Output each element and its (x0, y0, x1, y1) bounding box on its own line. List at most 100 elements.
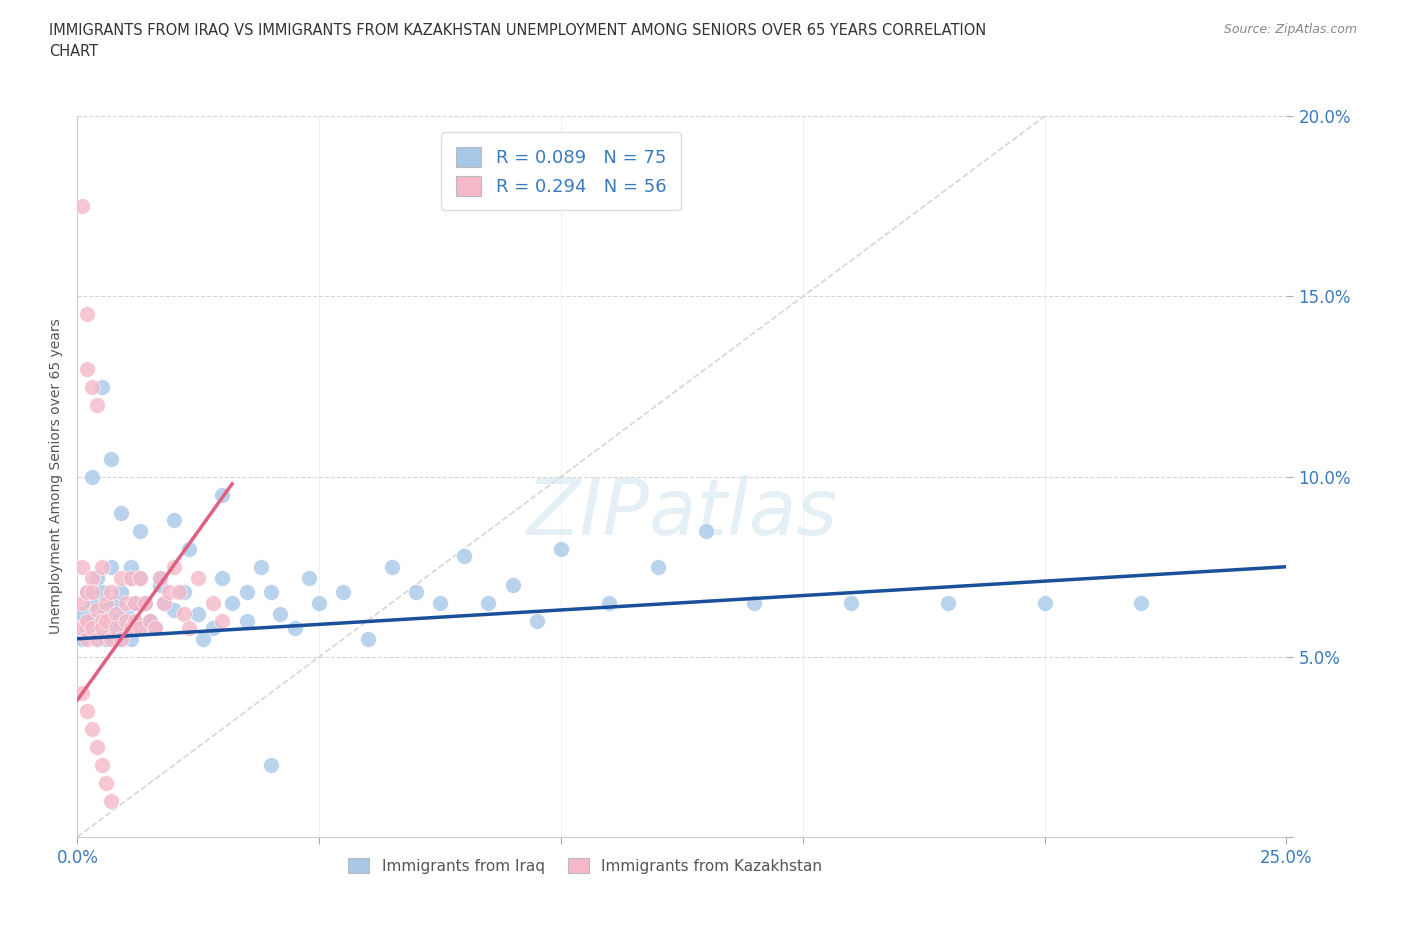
Point (153, 595, 176, 610)
Point (76, 361, 98, 376)
Point (201, 620, 224, 635)
Point (114, 614, 136, 629)
Point (90, 559, 112, 574)
Text: ZIPatlas: ZIPatlas (526, 474, 838, 551)
Point (100, 559, 122, 574)
Point (90, 379, 112, 394)
Point (105, 606, 128, 621)
Point (477, 595, 499, 610)
Point (96, 631, 118, 646)
Point (744, 595, 766, 610)
Point (120, 631, 142, 646)
Point (134, 595, 156, 610)
Point (76, 585, 98, 600)
Point (381, 559, 404, 574)
Point (177, 620, 200, 635)
Point (96, 614, 118, 629)
Point (129, 620, 152, 635)
Point (139, 614, 162, 629)
Point (173, 585, 195, 600)
Point (187, 606, 209, 621)
Point (129, 524, 152, 538)
Point (250, 559, 273, 574)
Point (100, 793, 122, 808)
Point (70, 631, 93, 646)
Point (86, 397, 108, 412)
Point (211, 570, 233, 585)
Point (134, 595, 156, 610)
Point (70, 199, 93, 214)
Point (120, 570, 142, 585)
Point (550, 541, 572, 556)
Point (1130, 595, 1153, 610)
Point (105, 620, 128, 635)
Point (598, 595, 620, 610)
Point (124, 614, 146, 629)
Point (936, 595, 959, 610)
Point (839, 595, 862, 610)
Point (148, 570, 170, 585)
Point (105, 614, 128, 629)
Point (80, 595, 103, 610)
Point (163, 603, 186, 618)
Point (76, 620, 98, 635)
Point (298, 570, 321, 585)
Point (80, 585, 103, 600)
Point (114, 595, 136, 610)
Point (110, 631, 132, 646)
Point (70, 606, 93, 621)
Point (90, 757, 112, 772)
Point (163, 559, 186, 574)
Point (80, 379, 103, 394)
Point (429, 595, 451, 610)
Point (153, 595, 176, 610)
Point (157, 585, 180, 600)
Point (110, 570, 132, 585)
Point (405, 585, 427, 600)
Point (100, 585, 122, 600)
Point (110, 505, 132, 520)
Point (110, 585, 132, 600)
Point (201, 595, 224, 610)
Point (86, 603, 108, 618)
Point (124, 614, 146, 629)
Point (100, 451, 122, 466)
Point (70, 559, 93, 574)
Point (80, 570, 103, 585)
Point (284, 620, 307, 635)
Point (100, 620, 122, 635)
Point (70, 620, 93, 635)
Point (139, 614, 162, 629)
Point (453, 549, 475, 564)
Point (211, 614, 233, 629)
Point (76, 614, 98, 629)
Point (173, 606, 195, 621)
Point (148, 578, 170, 592)
Legend: Immigrants from Iraq, Immigrants from Kazakhstan: Immigrants from Iraq, Immigrants from Ka… (342, 852, 828, 880)
Point (129, 570, 152, 585)
Point (129, 570, 152, 585)
Point (332, 585, 354, 600)
Point (76, 585, 98, 600)
Point (502, 578, 524, 592)
Text: Source: ZipAtlas.com: Source: ZipAtlas.com (1223, 23, 1357, 36)
Point (695, 524, 717, 538)
Point (221, 595, 243, 610)
Point (235, 614, 257, 629)
Point (80, 469, 103, 484)
Point (76, 307, 98, 322)
Point (90, 614, 112, 629)
Point (120, 570, 142, 585)
Point (120, 620, 142, 635)
Point (139, 614, 162, 629)
Point (526, 614, 548, 629)
Point (76, 631, 98, 646)
Point (96, 595, 118, 610)
Point (143, 620, 166, 635)
Point (129, 620, 152, 635)
Point (143, 620, 166, 635)
Point (124, 595, 146, 610)
Point (260, 757, 283, 772)
Point (105, 595, 128, 610)
Point (70, 595, 93, 610)
